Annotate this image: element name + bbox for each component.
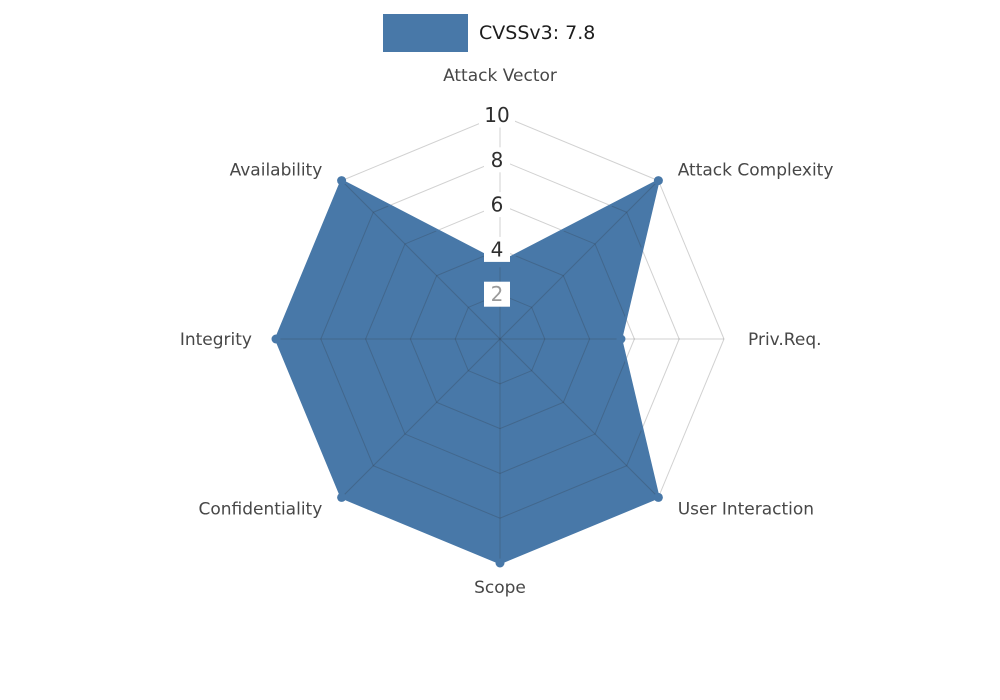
axis-label: Priv.Req. (748, 330, 822, 350)
radar-axis-labels: Attack Vector Attack Complexity Priv.Req. U… (180, 66, 834, 598)
tick-box (484, 236, 510, 262)
axis-label: Availability (230, 160, 323, 180)
radar-series-fill (276, 180, 659, 563)
axis-label: Attack Vector (443, 66, 557, 86)
radar-grid-ring (320, 159, 680, 519)
tick-label: 6 (491, 193, 504, 217)
axis-label: Attack Complexity (678, 160, 834, 180)
radar-series-point (337, 176, 347, 186)
radar-grid-spoke (499, 180, 659, 340)
radar-grid-spoke (499, 338, 659, 498)
tick-label: 10 (484, 103, 509, 127)
radar-series-point (616, 334, 626, 344)
tick-label: 8 (491, 148, 504, 172)
axis-label: Scope (474, 578, 526, 598)
radar-grid-ring (409, 248, 591, 430)
radar-tick-labels: 2 4 6 8 10 (479, 102, 515, 307)
legend-swatch (383, 14, 468, 52)
tick-box (484, 192, 510, 218)
tick-box (479, 102, 515, 128)
radar-grid-spoke (341, 338, 501, 498)
radar-series-point (337, 492, 347, 502)
radar-series-point (653, 492, 663, 502)
radar-series-point (495, 558, 505, 568)
tick-label: 2 (491, 282, 504, 306)
axis-label: User Interaction (678, 500, 814, 520)
legend-label: CVSSv3: 7.8 (479, 22, 596, 44)
legend: CVSSv3: 7.8 (383, 14, 595, 52)
radar-grid-spoke (341, 180, 501, 340)
axis-label: Integrity (180, 330, 252, 350)
tick-box (484, 147, 510, 173)
radar-series-point (271, 334, 281, 344)
axis-label: Confidentiality (199, 500, 323, 520)
tick-box (484, 281, 510, 307)
radar-series-point (653, 176, 663, 186)
radar-grid-ring (365, 204, 635, 474)
tick-label: 4 (491, 237, 504, 261)
radar-grid-ring (454, 293, 546, 385)
